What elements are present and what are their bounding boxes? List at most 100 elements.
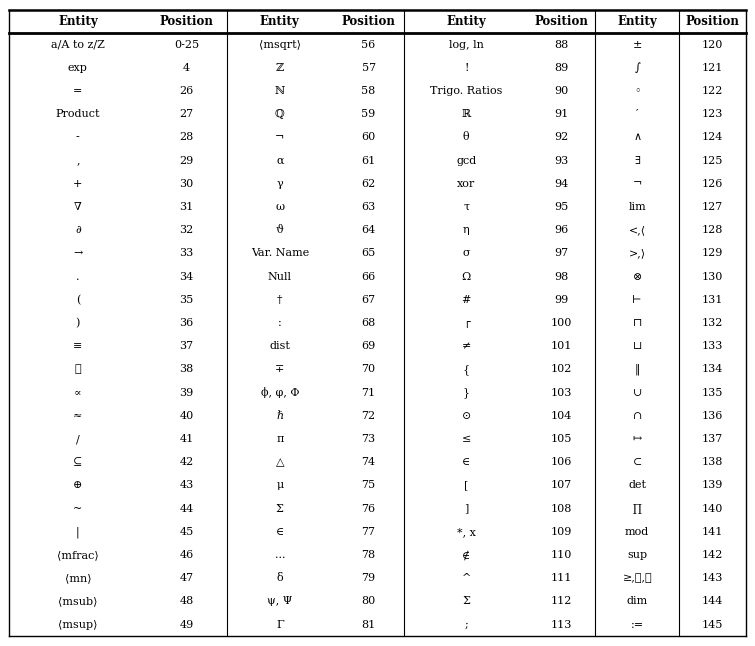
Text: sup: sup [627, 550, 647, 560]
Text: 37: 37 [180, 341, 194, 351]
Text: ,: , [76, 156, 79, 165]
Text: 41: 41 [180, 434, 194, 444]
Text: 140: 140 [702, 504, 723, 514]
Text: θ: θ [463, 132, 470, 142]
Text: ∂: ∂ [75, 225, 81, 235]
Text: 131: 131 [702, 295, 723, 305]
Text: ⊗: ⊗ [633, 271, 642, 282]
Text: ...: ... [275, 550, 285, 560]
Text: 28: 28 [180, 132, 194, 142]
Text: 68: 68 [362, 318, 376, 328]
Text: π: π [276, 434, 284, 444]
Text: 141: 141 [702, 527, 723, 537]
Text: 123: 123 [702, 109, 723, 119]
Text: 124: 124 [702, 132, 723, 142]
Text: 136: 136 [702, 411, 723, 421]
Text: 69: 69 [362, 341, 376, 351]
Text: ±: ± [633, 39, 642, 50]
Text: 0-25: 0-25 [174, 39, 199, 50]
Text: 56: 56 [362, 39, 376, 50]
Text: 121: 121 [702, 63, 723, 73]
Text: △: △ [276, 457, 284, 467]
Text: 47: 47 [180, 573, 194, 583]
Text: ≤: ≤ [461, 434, 471, 444]
Text: α: α [276, 156, 284, 165]
Text: Entity: Entity [260, 15, 300, 28]
Text: ∓: ∓ [275, 364, 285, 375]
Text: →: → [73, 248, 82, 258]
Text: ∃: ∃ [634, 156, 640, 165]
Text: ‖: ‖ [634, 364, 640, 375]
Text: 48: 48 [180, 596, 194, 607]
Text: 46: 46 [180, 550, 194, 560]
Text: !: ! [464, 63, 469, 73]
Text: ⟨mfrac⟩: ⟨mfrac⟩ [57, 550, 99, 560]
Text: 142: 142 [702, 550, 723, 560]
Text: 134: 134 [702, 364, 723, 375]
Text: 135: 135 [702, 388, 723, 398]
Text: 107: 107 [551, 481, 572, 490]
Text: τ: τ [463, 202, 470, 212]
Text: 73: 73 [362, 434, 376, 444]
Text: ⊕: ⊕ [73, 481, 82, 490]
Text: <,⟨: <,⟨ [629, 225, 646, 235]
Text: ↦: ↦ [633, 434, 642, 444]
Text: ≥,≧,≩: ≥,≧,≩ [622, 573, 652, 583]
Text: 92: 92 [555, 132, 569, 142]
Text: 40: 40 [180, 411, 194, 421]
Text: 94: 94 [555, 179, 569, 189]
Text: ℏ: ℏ [276, 411, 283, 421]
Text: 127: 127 [702, 202, 723, 212]
Text: 49: 49 [180, 620, 194, 630]
Text: *, x: *, x [457, 527, 476, 537]
Text: 132: 132 [702, 318, 723, 328]
Text: exp: exp [68, 63, 88, 73]
Text: 112: 112 [551, 596, 572, 607]
Text: 102: 102 [551, 364, 572, 375]
Text: ^: ^ [461, 573, 471, 583]
Text: ┌: ┌ [463, 318, 470, 328]
Text: 77: 77 [362, 527, 376, 537]
Text: 93: 93 [555, 156, 569, 165]
Text: 101: 101 [551, 341, 572, 351]
Text: 105: 105 [551, 434, 572, 444]
Text: ¬: ¬ [633, 179, 642, 189]
Text: 62: 62 [362, 179, 376, 189]
Text: 74: 74 [362, 457, 376, 467]
Text: ≠: ≠ [461, 341, 471, 351]
Text: 34: 34 [180, 271, 194, 282]
Text: ∫: ∫ [634, 63, 640, 73]
Text: 108: 108 [551, 504, 572, 514]
Text: >,⟩: >,⟩ [629, 248, 646, 258]
Text: 122: 122 [702, 86, 723, 96]
Text: /: / [76, 434, 80, 444]
Text: 72: 72 [362, 411, 376, 421]
Text: ∧: ∧ [633, 132, 641, 142]
Text: 97: 97 [555, 248, 569, 258]
Text: 144: 144 [702, 596, 723, 607]
Text: 80: 80 [362, 596, 376, 607]
Text: -: - [76, 132, 80, 142]
Text: 120: 120 [702, 39, 723, 50]
Text: Entity: Entity [618, 15, 657, 28]
Text: 29: 29 [180, 156, 194, 165]
Text: #: # [461, 295, 471, 305]
Text: σ: σ [463, 248, 470, 258]
Text: 35: 35 [180, 295, 194, 305]
Text: Γ: Γ [276, 620, 284, 630]
Text: 95: 95 [555, 202, 569, 212]
Text: 90: 90 [555, 86, 569, 96]
Text: 4: 4 [183, 63, 190, 73]
Text: mod: mod [625, 527, 649, 537]
Text: ℤ: ℤ [276, 63, 284, 73]
Text: 137: 137 [702, 434, 723, 444]
Text: 60: 60 [362, 132, 376, 142]
Text: ◦: ◦ [634, 86, 640, 96]
Text: 36: 36 [180, 318, 194, 328]
Text: ℕ: ℕ [275, 86, 285, 96]
Text: log, ln: log, ln [448, 39, 484, 50]
Text: ∏: ∏ [633, 504, 642, 514]
Text: ′: ′ [636, 109, 639, 119]
Text: ω: ω [276, 202, 285, 212]
Text: ϕ, φ, Φ: ϕ, φ, Φ [260, 387, 299, 398]
